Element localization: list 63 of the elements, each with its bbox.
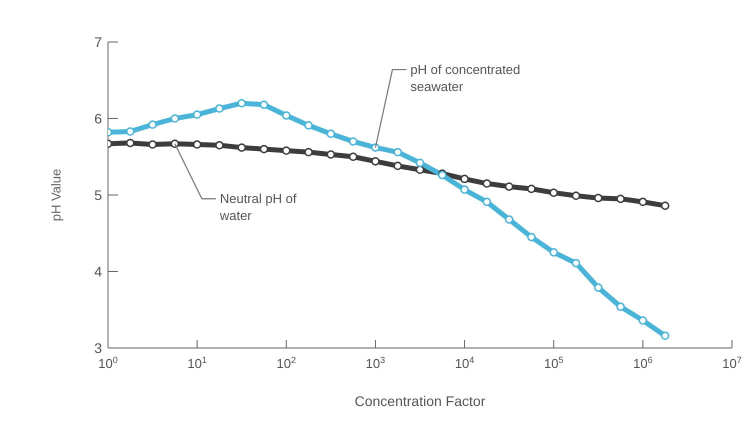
point xyxy=(393,148,402,156)
point xyxy=(148,140,157,149)
point xyxy=(393,162,402,170)
point xyxy=(416,158,424,168)
y-tick-label: 5 xyxy=(94,186,102,203)
y-axis-title: pH Value xyxy=(48,168,64,222)
y-tick-label: 6 xyxy=(94,110,102,126)
x-tick-label: 10$^{5}$ xyxy=(544,355,564,371)
point xyxy=(572,258,580,268)
point xyxy=(237,143,246,152)
point xyxy=(304,121,313,130)
point xyxy=(660,332,670,340)
point xyxy=(192,140,202,149)
x-tick-label: 10$^{6}$ xyxy=(633,355,653,371)
y-tick-label: 7 xyxy=(94,34,102,50)
point xyxy=(326,150,336,159)
point xyxy=(126,127,135,136)
point xyxy=(237,98,246,108)
point xyxy=(482,179,492,188)
point xyxy=(616,302,625,311)
point xyxy=(594,283,603,292)
point xyxy=(215,141,224,150)
y-tick-label: 3 xyxy=(94,340,102,356)
point xyxy=(549,188,558,197)
point xyxy=(371,157,380,166)
x-tick-label: 10$^{4}$ xyxy=(454,355,474,371)
point xyxy=(348,152,358,161)
point xyxy=(594,194,603,202)
x-tick-label: 10$^{0}$ xyxy=(98,355,118,371)
point xyxy=(326,130,336,138)
point xyxy=(416,166,424,174)
point xyxy=(616,194,625,204)
point xyxy=(504,182,514,191)
point xyxy=(638,316,648,325)
point xyxy=(482,198,492,206)
point xyxy=(460,185,469,194)
x-axis-title: Concentration Factor xyxy=(354,393,486,409)
point xyxy=(170,114,180,123)
point xyxy=(527,184,536,194)
x-tick-label: 10$^{7}$ xyxy=(722,355,742,371)
point xyxy=(549,248,558,257)
x-tick-label: 10$^{3}$ xyxy=(366,355,386,371)
point xyxy=(660,201,670,210)
point xyxy=(282,111,291,120)
point xyxy=(638,198,648,206)
point xyxy=(126,138,135,148)
point xyxy=(527,232,536,242)
text: Neutral pH of water xyxy=(220,190,298,224)
point xyxy=(192,110,202,119)
point xyxy=(282,146,291,155)
x-tick-label: 10$^{1}$ xyxy=(187,355,207,371)
point xyxy=(215,104,224,113)
text: pH of concentrated seawater xyxy=(410,60,522,95)
x-tick-label: 10$^{2}$ xyxy=(276,355,296,371)
point xyxy=(348,137,358,146)
point xyxy=(260,144,268,154)
point xyxy=(260,100,268,109)
y-tick-label: 4 xyxy=(94,263,102,280)
point xyxy=(148,120,157,129)
point xyxy=(572,192,580,200)
point xyxy=(304,148,313,156)
point xyxy=(504,215,514,224)
point xyxy=(460,174,469,184)
